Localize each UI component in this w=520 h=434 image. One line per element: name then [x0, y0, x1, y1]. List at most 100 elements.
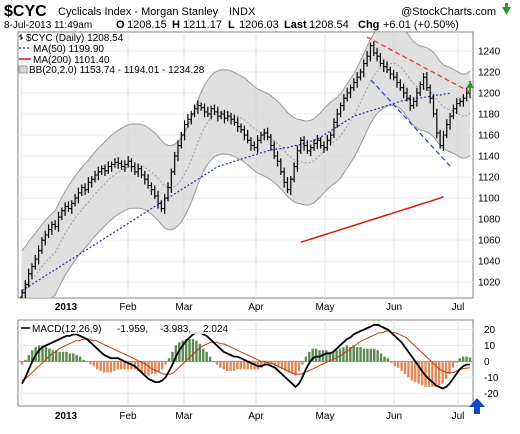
green-arrow-icon: [502, 3, 511, 15]
macd-histogram-bar: [215, 361, 219, 365]
y-tick-label: 1120: [478, 173, 500, 184]
macd-histogram-bar: [424, 361, 427, 387]
watermark: @StockCharts.com: [401, 6, 496, 18]
macd-histogram-bar: [448, 361, 451, 375]
macd-histogram-bar: [420, 361, 424, 386]
blue-downtrend-line: [370, 79, 451, 167]
macd-histogram-bar: [349, 347, 352, 362]
macd-x-tick-label: 2013: [55, 411, 78, 422]
macd-histogram-bar: [96, 361, 99, 370]
legend-price: $CYC (Daily) 1208.54: [26, 33, 124, 44]
macd-histogram-bar: [236, 361, 239, 370]
macd-histogram-bar: [27, 355, 31, 362]
macd-histogram-bar: [451, 361, 455, 368]
macd-histogram-bar: [116, 361, 119, 370]
macd-histogram-bar: [51, 350, 54, 362]
macd-histogram-bar: [263, 361, 267, 365]
macd-histogram-bar: [335, 350, 338, 362]
macd-histogram-bar: [147, 361, 150, 376]
macd-histogram-bar: [362, 348, 366, 362]
macd-histogram-bar: [68, 353, 72, 362]
ma200-line: [300, 195, 444, 244]
macd-histogram-bar: [208, 356, 212, 362]
macd-histogram-bar: [417, 361, 420, 384]
macd-histogram-bar: [345, 345, 349, 362]
macd-histogram-bar: [304, 356, 308, 362]
y-tick-label: 1080: [478, 215, 501, 226]
macd-histogram-bar: [85, 361, 89, 362]
macd-histogram-bar: [383, 356, 386, 362]
macd-histogram-bar: [229, 361, 232, 371]
macd-histogram-bar: [41, 345, 44, 362]
macd-histogram-bar: [225, 361, 229, 371]
y-tick-label: 1240: [478, 46, 501, 57]
macd-histogram-bar: [171, 351, 174, 362]
y-tick-label: 1040: [478, 257, 501, 268]
macd-histogram-bar: [167, 358, 171, 362]
x-tick-label: Jun: [386, 302, 402, 313]
ohlc-legend-icon: [19, 34, 23, 40]
macd-histogram-bar: [277, 361, 280, 368]
macd-histogram-bar: [386, 358, 390, 362]
macd-histogram-bar: [58, 351, 61, 362]
macd-histogram-bar: [72, 353, 75, 362]
macd-histogram-bar: [232, 361, 236, 371]
x-tick-label: Mar: [175, 302, 193, 313]
macd-y-tick-label: -10: [484, 373, 499, 384]
macd-histogram-bar: [468, 357, 472, 362]
macd-histogram-bar: [123, 361, 126, 370]
low-label: L: [228, 19, 235, 31]
ohlc-bars: [20, 41, 472, 298]
macd-histogram-bar: [239, 361, 243, 370]
macd-histogram-bar: [198, 343, 202, 362]
macd-histogram-bar: [311, 348, 314, 362]
macd-signal-line: [21, 330, 471, 381]
macd-histogram-bar: [37, 345, 41, 362]
y-tick-label: 1060: [478, 236, 501, 247]
macd-histogram-bar: [284, 361, 287, 371]
macd-y-axis: -20 -10 0 10 20: [484, 325, 499, 400]
macd-label: MACD(12,26,9): [32, 324, 101, 335]
y-tick-label: 1100: [478, 194, 500, 205]
index-name: Cyclicals Index - Morgan Stanley: [58, 6, 219, 18]
macd-histogram-bar: [407, 361, 410, 378]
bollinger-middle-line: [21, 62, 471, 294]
macd-histogram-bar: [390, 361, 393, 363]
x-tick-label: Feb: [119, 302, 137, 313]
macd-histogram-bar: [61, 351, 65, 362]
macd-histogram-bar: [212, 361, 215, 362]
last-label: Last: [284, 19, 307, 31]
open-value: 1208.15: [127, 19, 167, 31]
macd-histogram-bar: [393, 361, 396, 367]
macd-histogram-bar: [403, 361, 407, 375]
macd-histogram-bar: [143, 361, 147, 375]
macd-histogram-bar: [20, 361, 24, 365]
macd-histogram-bar: [78, 356, 82, 362]
macd-histogram-bar: [325, 350, 328, 362]
macd-histogram-bar: [434, 361, 438, 387]
macd-histogram-bar: [99, 361, 102, 371]
macd-histogram-bar: [181, 340, 184, 362]
macd-histogram-bar: [82, 359, 85, 362]
macd-y-tick-label: 0: [484, 357, 490, 368]
macd-histogram-bar: [376, 350, 379, 362]
bollinger-upper-line: [21, 32, 471, 252]
macd-histogram-bar: [222, 361, 225, 370]
macd-histogram-bar: [48, 348, 51, 362]
macd-histogram-bar: [260, 361, 263, 368]
macd-histogram-bar: [202, 348, 205, 362]
macd-histogram-bar: [164, 361, 167, 365]
macd-legend: MACD(12,26,9) -1.959, -3.983, 2.024: [20, 322, 235, 335]
x-tick-label: 2013: [55, 302, 78, 313]
legend-bb-swatch: [18, 65, 28, 74]
macd-histogram-bar: [290, 361, 294, 375]
macd-histogram-bar: [308, 351, 311, 362]
price-y-axis: 1020 1040 1060 1080 1100 1120 1140 1160 1180 1200…: [478, 46, 501, 288]
chg-value: +6.01 (+0.50%): [383, 19, 459, 31]
macd-histogram-bar: [109, 361, 113, 373]
macd-value: -1.959,: [117, 324, 148, 335]
macd-histogram-bar: [126, 361, 130, 370]
macd-histogram-bar: [188, 339, 191, 362]
